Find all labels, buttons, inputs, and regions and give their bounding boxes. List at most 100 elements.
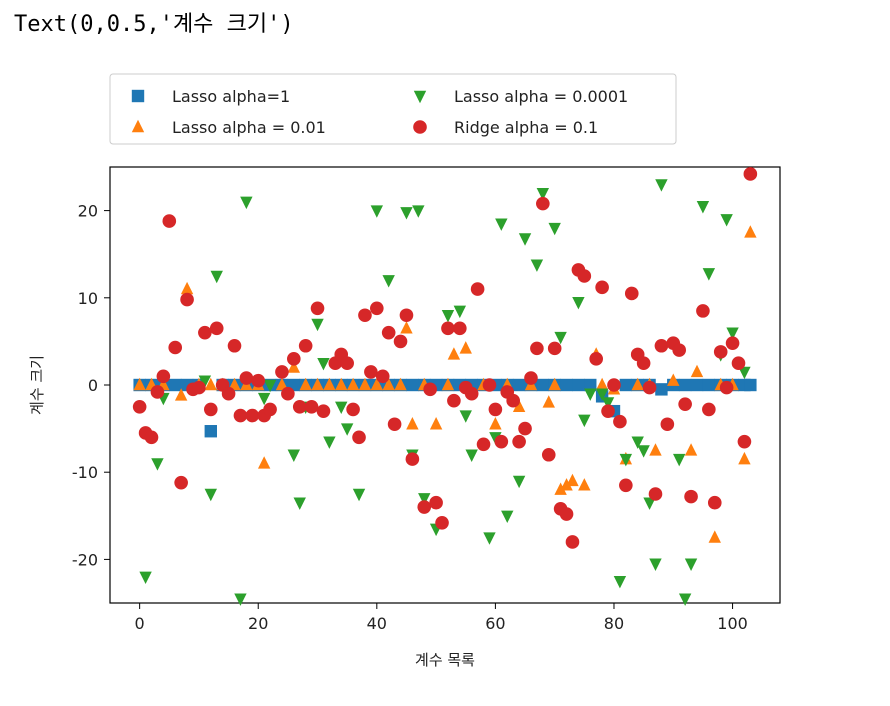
data-point [387, 417, 402, 432]
data-point [725, 336, 740, 350]
data-point [684, 489, 698, 504]
data-point [251, 373, 266, 388]
data-point [453, 305, 467, 319]
data-point [702, 268, 716, 281]
data-point [565, 535, 580, 549]
legend: Lasso alpha=1 Lasso alpha = 0.01 Lasso alp… [109, 73, 677, 145]
data-point [358, 377, 372, 391]
data-point [429, 417, 443, 430]
data-point [690, 378, 704, 392]
data-point [607, 378, 621, 392]
data-point [323, 436, 336, 449]
legend-marker [131, 119, 145, 133]
data-point [542, 395, 555, 408]
data-point [287, 449, 301, 462]
data-point [536, 187, 550, 201]
legend-label: Lasso alpha=1 [172, 87, 290, 106]
data-point [275, 377, 289, 391]
data-point [684, 443, 698, 456]
data-point [423, 382, 437, 397]
data-points [132, 167, 758, 606]
data-point [381, 325, 396, 340]
data-point [560, 378, 573, 392]
data-point [310, 301, 325, 316]
data-point [559, 507, 574, 521]
data-point [447, 393, 461, 408]
data-point [364, 365, 378, 379]
data-point [577, 269, 592, 283]
data-point [613, 576, 627, 589]
data-point [132, 400, 147, 414]
data-point [684, 558, 698, 571]
data-point [299, 377, 312, 391]
data-point [370, 377, 384, 391]
data-point [506, 393, 520, 408]
data-point [275, 365, 289, 379]
data-point [595, 377, 609, 391]
data-point [512, 399, 526, 412]
series-2 [139, 179, 751, 606]
data-point [678, 593, 692, 606]
data-point [624, 286, 639, 301]
data-point [536, 196, 550, 211]
data-point [584, 388, 597, 401]
data-point [240, 196, 253, 210]
data-point [530, 259, 544, 272]
x-tick-label: 80 [604, 614, 624, 633]
data-point [263, 402, 277, 417]
series-3 [132, 167, 758, 549]
data-point [737, 434, 752, 449]
data-point [744, 378, 757, 392]
data-point [150, 385, 165, 399]
cell-output-text: Text(0,0.5,'계수 크기') [14, 12, 294, 37]
data-point [447, 347, 461, 360]
data-point [584, 378, 597, 392]
data-point [489, 417, 502, 430]
y-axis-label: 계수 크기 [28, 355, 46, 415]
data-point [263, 379, 277, 393]
legend-label: Lasso alpha = 0.01 [172, 118, 326, 137]
data-point [738, 366, 751, 380]
data-point [649, 558, 662, 571]
data-point [673, 453, 686, 467]
data-point [631, 377, 644, 391]
data-point [399, 308, 414, 323]
data-point [708, 530, 721, 543]
data-point [174, 388, 188, 401]
data-point [429, 495, 443, 510]
data-point [690, 364, 704, 378]
data-point [702, 378, 716, 392]
data-point [488, 402, 503, 417]
data-point [352, 430, 366, 445]
data-point [203, 402, 218, 417]
data-point [292, 400, 307, 414]
data-point [335, 377, 348, 391]
data-point [667, 373, 680, 386]
data-point [501, 510, 514, 523]
data-point [453, 321, 467, 336]
data-point [648, 487, 663, 501]
data-point [133, 377, 146, 391]
data-point [162, 214, 177, 228]
data-point [512, 475, 526, 489]
data-point [245, 408, 260, 423]
data-point [234, 593, 247, 606]
y-tick-label: -10 [72, 463, 98, 482]
data-point [482, 378, 497, 392]
data-point [660, 417, 675, 432]
data-point [316, 404, 331, 418]
data-point [619, 378, 633, 392]
x-tick-label: 0 [135, 614, 145, 633]
data-point [311, 377, 324, 391]
data-point [719, 380, 734, 395]
data-point [227, 338, 242, 353]
data-point [441, 321, 455, 336]
data-point [393, 334, 408, 349]
data-point [239, 371, 254, 385]
data-point [370, 205, 384, 218]
data-point [198, 375, 212, 388]
data-point [233, 408, 248, 423]
data-point [198, 325, 212, 340]
data-point [406, 378, 419, 392]
